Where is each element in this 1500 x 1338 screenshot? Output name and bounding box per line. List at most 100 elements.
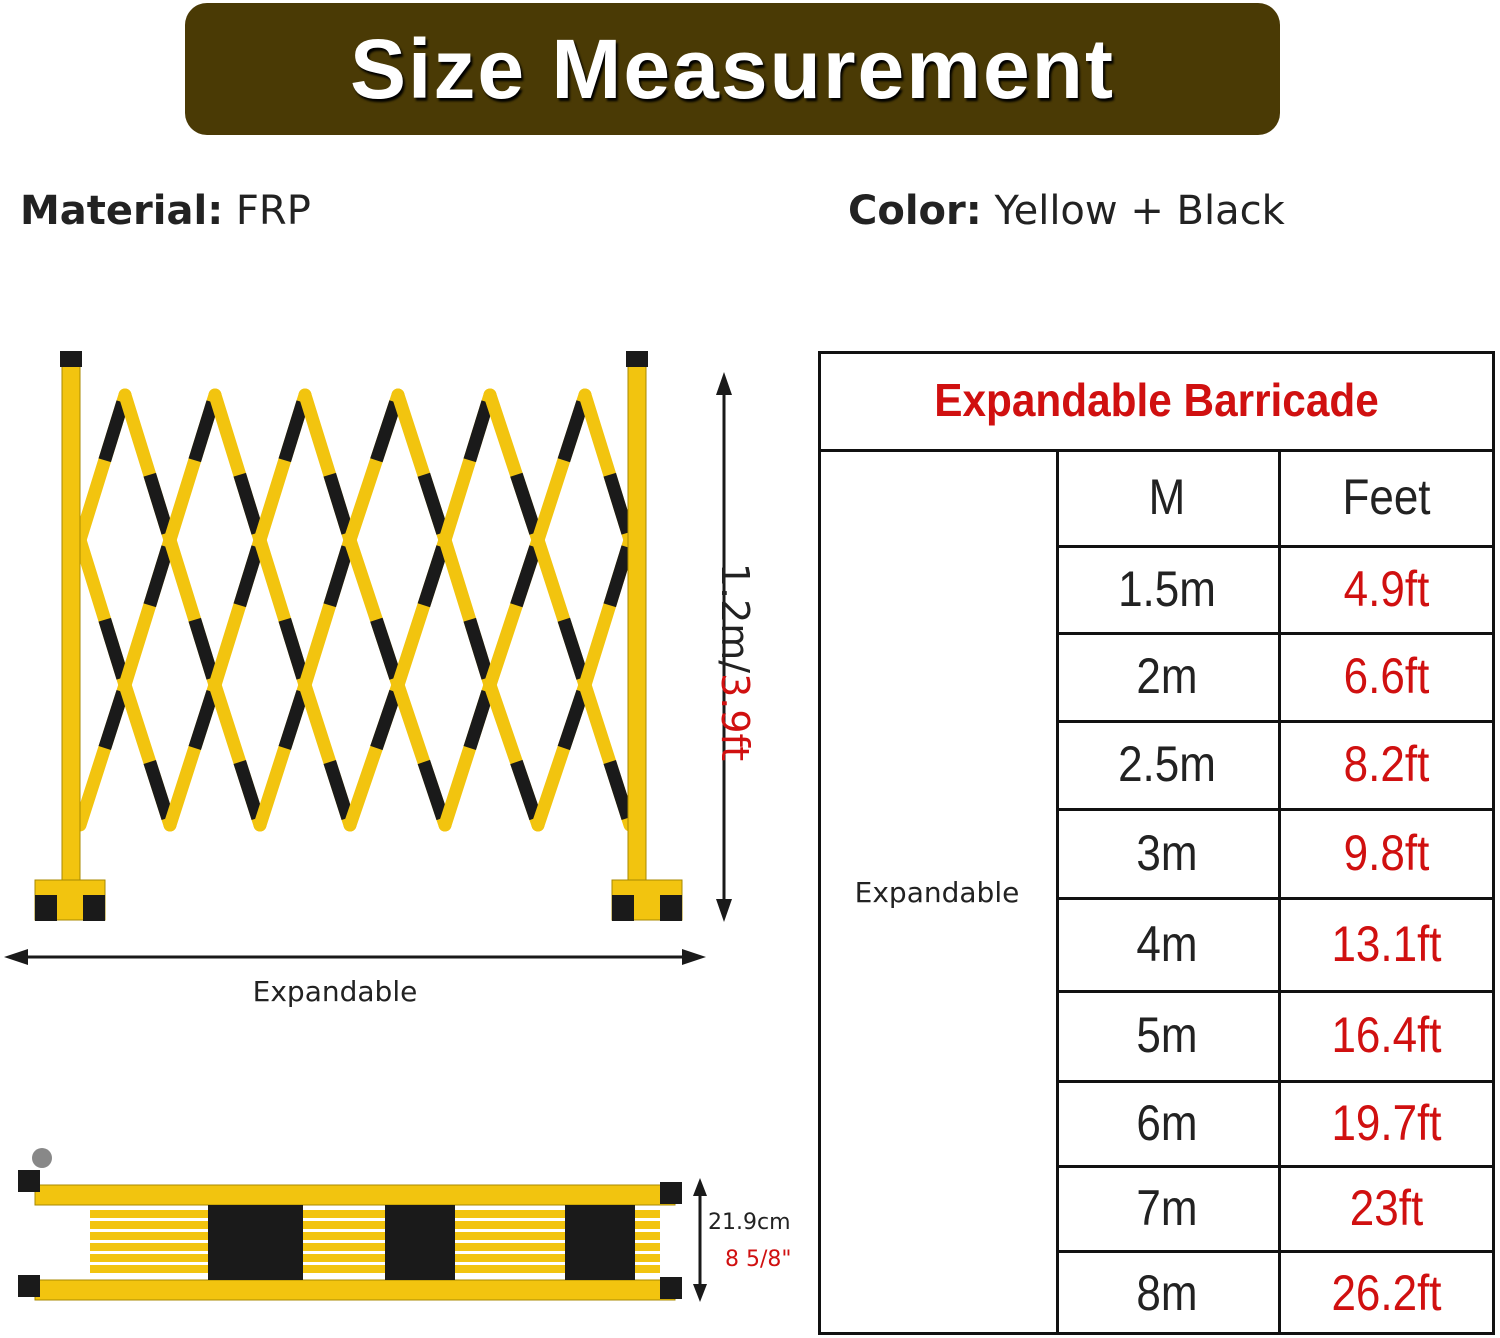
folded-bar bbox=[90, 1265, 660, 1273]
meter-value: 5m bbox=[1136, 1007, 1198, 1063]
column-header: Feet bbox=[1342, 469, 1431, 525]
table-border bbox=[1056, 449, 1059, 1335]
folded-stripe bbox=[208, 1205, 303, 1280]
table-border bbox=[1056, 1080, 1495, 1083]
height-imperial: 3.9ft bbox=[713, 673, 757, 762]
meter-value: 2m bbox=[1136, 648, 1198, 704]
table-border bbox=[1278, 449, 1281, 1335]
lattice-stripe bbox=[233, 545, 264, 608]
lattice-stripe bbox=[98, 617, 129, 680]
column-header: M bbox=[1148, 469, 1186, 525]
foot-end bbox=[83, 895, 105, 921]
feet-value: 4.9ft bbox=[1343, 560, 1430, 617]
meter-value: 3m bbox=[1136, 824, 1198, 881]
lattice-stripe bbox=[323, 545, 354, 608]
size-table: Expandable Barricade Expandable M Feet 1.5m 4… bbox=[818, 351, 1495, 1335]
folded-bar bbox=[90, 1221, 660, 1229]
lattice-stripe bbox=[278, 400, 309, 463]
lattice-stripe bbox=[557, 400, 589, 463]
height-label: 1.2m/3.9ft bbox=[713, 512, 757, 812]
table-border bbox=[1056, 808, 1495, 811]
table-border bbox=[818, 449, 1495, 452]
meter-value: 2.5m bbox=[1118, 736, 1216, 792]
folded-metric: 21.9cm bbox=[708, 1210, 791, 1235]
lattice-stripe bbox=[370, 617, 402, 680]
foot-end bbox=[35, 895, 57, 921]
lattice-stripe bbox=[278, 690, 309, 750]
folded-rail bbox=[34, 1184, 676, 1206]
lattice-stripe bbox=[323, 760, 354, 820]
feet-value: 8.2ft bbox=[1343, 736, 1430, 792]
lattice-stripe bbox=[603, 472, 634, 535]
folded-cap bbox=[18, 1170, 40, 1192]
feet-value: 26.2ft bbox=[1331, 1264, 1442, 1321]
table-border bbox=[1056, 897, 1495, 900]
lattice-stripe bbox=[510, 759, 542, 821]
feet-value: 19.7ft bbox=[1331, 1094, 1442, 1151]
color-label: Color: bbox=[848, 188, 982, 234]
lattice-stripe bbox=[417, 759, 449, 821]
meter-value: 7m bbox=[1136, 1179, 1198, 1236]
lattice-stripe bbox=[463, 400, 494, 463]
lattice-stripe bbox=[557, 617, 589, 680]
lattice-stripe bbox=[463, 690, 494, 750]
barricade-illustration bbox=[4, 351, 732, 1302]
height-metric: 1.2m/ bbox=[713, 562, 757, 674]
lattice-stripe bbox=[233, 760, 264, 820]
lattice-stripe bbox=[370, 689, 402, 751]
table-border bbox=[1056, 1165, 1495, 1168]
folded-cap bbox=[18, 1275, 40, 1297]
lattice-stripe bbox=[143, 760, 174, 820]
feet-value: 23ft bbox=[1349, 1179, 1424, 1236]
post bbox=[627, 354, 647, 901]
post-cap bbox=[60, 351, 82, 367]
folded-bar bbox=[90, 1254, 660, 1262]
title-banner: Size Measurement bbox=[185, 3, 1280, 135]
meter-value: 8m bbox=[1136, 1264, 1198, 1321]
table-border bbox=[818, 1332, 1495, 1335]
lattice-stripe bbox=[557, 689, 589, 751]
table-border bbox=[818, 351, 821, 1335]
foot-end bbox=[612, 895, 634, 921]
lattice-stripe bbox=[510, 545, 542, 608]
lattice-stripe bbox=[143, 472, 174, 535]
folded-bar bbox=[90, 1232, 660, 1240]
table-border bbox=[1492, 351, 1495, 1335]
feet-value: 6.6ft bbox=[1343, 648, 1430, 704]
meter-value: 1.5m bbox=[1118, 560, 1216, 617]
post bbox=[61, 354, 81, 901]
folded-stripe bbox=[385, 1205, 455, 1280]
lattice-stripe bbox=[417, 472, 449, 535]
lattice-stripe bbox=[603, 545, 634, 608]
width-label: Expandable bbox=[252, 975, 418, 1008]
material-value: FRP bbox=[235, 188, 311, 234]
folded-bar bbox=[90, 1210, 660, 1218]
lattice-stripe bbox=[233, 472, 264, 535]
table-border bbox=[1056, 1250, 1495, 1253]
color-spec: Color: Yellow + Black bbox=[848, 188, 1285, 234]
lattice-stripe bbox=[188, 400, 219, 463]
lattice-stripe bbox=[188, 617, 219, 680]
title: Size Measurement bbox=[350, 21, 1115, 116]
folded-cap bbox=[660, 1277, 682, 1299]
lattice-stripe bbox=[188, 690, 219, 750]
feet-value: 16.4ft bbox=[1331, 1007, 1442, 1063]
folded-imperial: 8 5/8" bbox=[725, 1247, 792, 1272]
lattice-stripe bbox=[417, 545, 449, 608]
row-label: Expandable bbox=[854, 875, 1020, 909]
meter-value: 6m bbox=[1136, 1094, 1198, 1151]
material-label: Material: bbox=[20, 188, 224, 234]
lattice-stripe bbox=[98, 690, 129, 750]
foot-end bbox=[660, 895, 682, 921]
lattice-stripe bbox=[143, 545, 174, 608]
table-border bbox=[1056, 990, 1495, 993]
lattice-stripe bbox=[323, 472, 354, 535]
table-border bbox=[1056, 545, 1495, 548]
folded-bar bbox=[90, 1243, 660, 1251]
lattice-stripe bbox=[98, 400, 129, 463]
lattice-stripe bbox=[463, 617, 494, 680]
material-spec: Material: FRP bbox=[20, 188, 311, 234]
lattice-stripe bbox=[278, 617, 309, 680]
folded-knob bbox=[32, 1148, 52, 1168]
